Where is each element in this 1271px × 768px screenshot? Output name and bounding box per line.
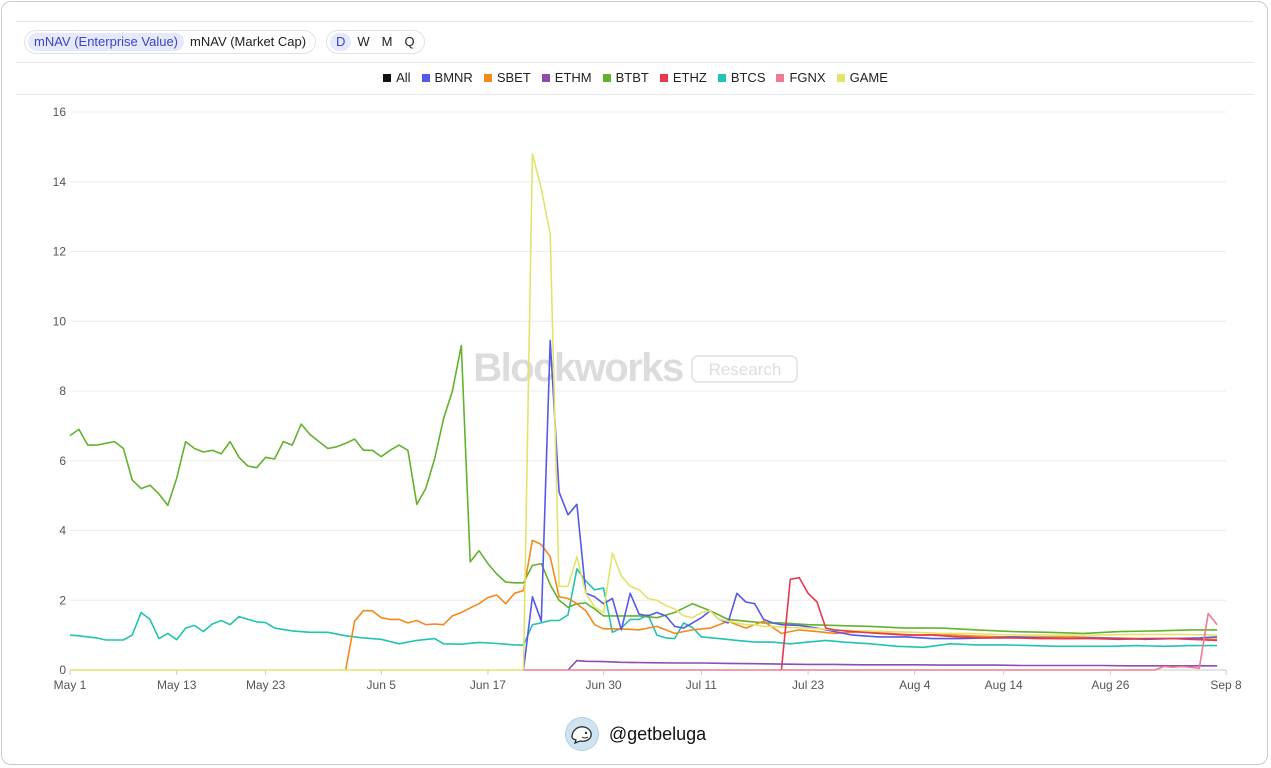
series-line-btcs [69,568,1218,649]
legend-swatch-all [383,73,392,82]
legend-swatch-btcs [717,73,726,82]
legend-label: GAME [849,70,888,85]
legend-item-btbt[interactable]: BTBT [602,70,649,85]
legend-label: FGNX [789,70,826,85]
beluga-whale-icon[interactable] [564,717,599,751]
legend-swatch-bmnr [421,73,430,82]
y-tick-label: 2 [59,593,66,607]
x-tick-label: Aug 14 [985,678,1023,692]
period-option-day[interactable]: D [330,33,352,51]
x-tick-label: May 1 [54,678,87,692]
legend-item-all[interactable]: All [383,70,411,85]
legend-item-btcs[interactable]: BTCS [717,70,766,85]
legend-label: BMNR [434,70,473,85]
x-tick-label: Jun 17 [470,678,506,692]
legend-label: ETHZ [672,70,707,85]
x-tick-label: Sep 8 [1210,678,1242,692]
legend-swatch-btbt [602,73,611,82]
y-tick-label: 14 [53,175,67,189]
legend-label: SBET [496,70,531,85]
legend-item-game[interactable]: GAME [836,70,888,85]
series-line-game [70,153,1218,671]
legend-label: ETHM [554,70,592,85]
legend-label: BTCS [730,70,766,85]
series-line-fgnx [523,612,1218,671]
x-tick-label: Jul 23 [792,678,824,692]
legend-label: All [396,70,411,85]
y-tick-label: 12 [53,245,67,259]
footer: @getbeluga [0,717,1271,751]
x-tick-label: Aug 4 [899,678,931,692]
period-option-month[interactable]: M [381,34,393,49]
x-tick-label: Aug 26 [1091,678,1129,692]
watermark-brand: Blockworks [473,346,683,390]
y-tick-label: 8 [59,384,66,398]
legend-item-bmnr[interactable]: BMNR [421,70,473,85]
x-tick-label: May 23 [246,678,286,692]
footer-handle: @getbeluga [608,723,707,744]
x-tick-label: Jun 5 [367,678,397,692]
metric-option-market-cap[interactable]: mNAV (Market Cap) [190,34,307,49]
y-tick-label: 4 [59,524,66,538]
blockworks-watermark: Blockworks Research [473,346,798,390]
period-toggle: D W M Q [326,30,425,54]
divider-top [16,21,1254,22]
legend-swatch-fgnx [776,73,785,82]
y-tick-label: 6 [59,454,66,468]
chart-legend: All BMNR SBET ETHM BTBT ETHZ BTCS FGNX GAME [0,70,1271,85]
divider-legend [16,94,1254,95]
series-line-ethz [780,576,1218,671]
metric-toggle: mNAV (Enterprise Value) mNAV (Market Cap… [24,30,317,54]
metric-option-enterprise-value[interactable]: mNAV (Enterprise Value) [28,33,185,51]
legend-swatch-ethm [541,73,550,82]
y-tick-label: 16 [53,105,67,119]
y-tick-label: 10 [53,314,67,328]
watermark-tag-box [691,355,798,383]
x-tick-label: Jul 11 [686,678,717,692]
legend-item-ethz[interactable]: ETHZ [659,70,707,85]
period-option-week[interactable]: W [357,34,370,49]
x-tick-label: Jun 30 [586,678,622,692]
legend-swatch-sbet [483,73,492,82]
watermark-tag: Research [709,360,782,379]
series-line-ethm [567,659,1218,671]
divider-toolbar [16,62,1254,63]
legend-item-sbet[interactable]: SBET [483,70,531,85]
series-line-bmnr [522,339,1218,671]
legend-item-fgnx[interactable]: FGNX [776,70,826,85]
legend-swatch-game [836,73,845,82]
period-option-quarter[interactable]: Q [404,34,415,49]
legend-label: BTBT [615,70,649,85]
y-tick-label: 0 [59,663,66,677]
x-tick-label: May 13 [157,678,197,692]
mnav-line-chart: Blockworks Research 0 2 4 6 8 10 12 14 16 May 1 Ma… [53,105,1242,692]
series-line-sbet [344,539,1218,671]
legend-swatch-ethz [659,73,668,82]
legend-item-ethm[interactable]: ETHM [541,70,592,85]
